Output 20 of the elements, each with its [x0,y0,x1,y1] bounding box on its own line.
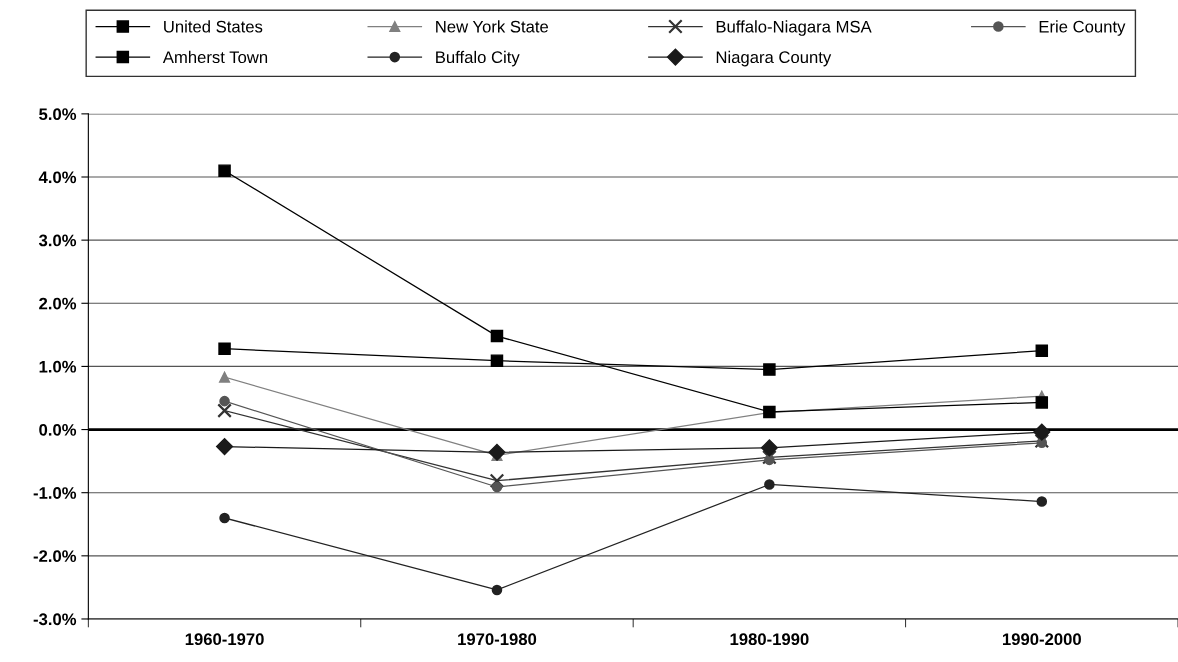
y-tick-label: -3.0% [33,613,77,626]
x-tick-label: 1970-1980 [458,633,537,646]
y-tick-label: 0.0% [39,423,77,436]
y-tick-label: -1.0% [33,487,77,499]
x-tick-label: 1990-2000 [1003,633,1081,646]
y-tick-label: 2.0% [39,297,77,310]
y-tick-label: 3.0% [38,234,77,247]
legend-label: Buffalo-Niagara MSA [716,20,872,36]
y-tick-label: 4.0% [38,171,77,184]
x-tick-label: 1980-1990 [730,633,809,646]
legend-label: Buffalo City [436,50,520,67]
x-tick-label: 1960-1970 [185,633,264,646]
legend-label: Amherst Town [162,50,268,64]
legend-label: New York State [436,20,549,33]
legend-label: Erie County [1039,20,1126,36]
legend-label: Niagara County [716,50,832,67]
legend-label: United States [164,20,263,33]
y-tick-label: 5.0% [39,108,77,121]
y-tick-label: -2.0% [33,550,77,563]
y-tick-label: 1.0% [39,360,77,373]
